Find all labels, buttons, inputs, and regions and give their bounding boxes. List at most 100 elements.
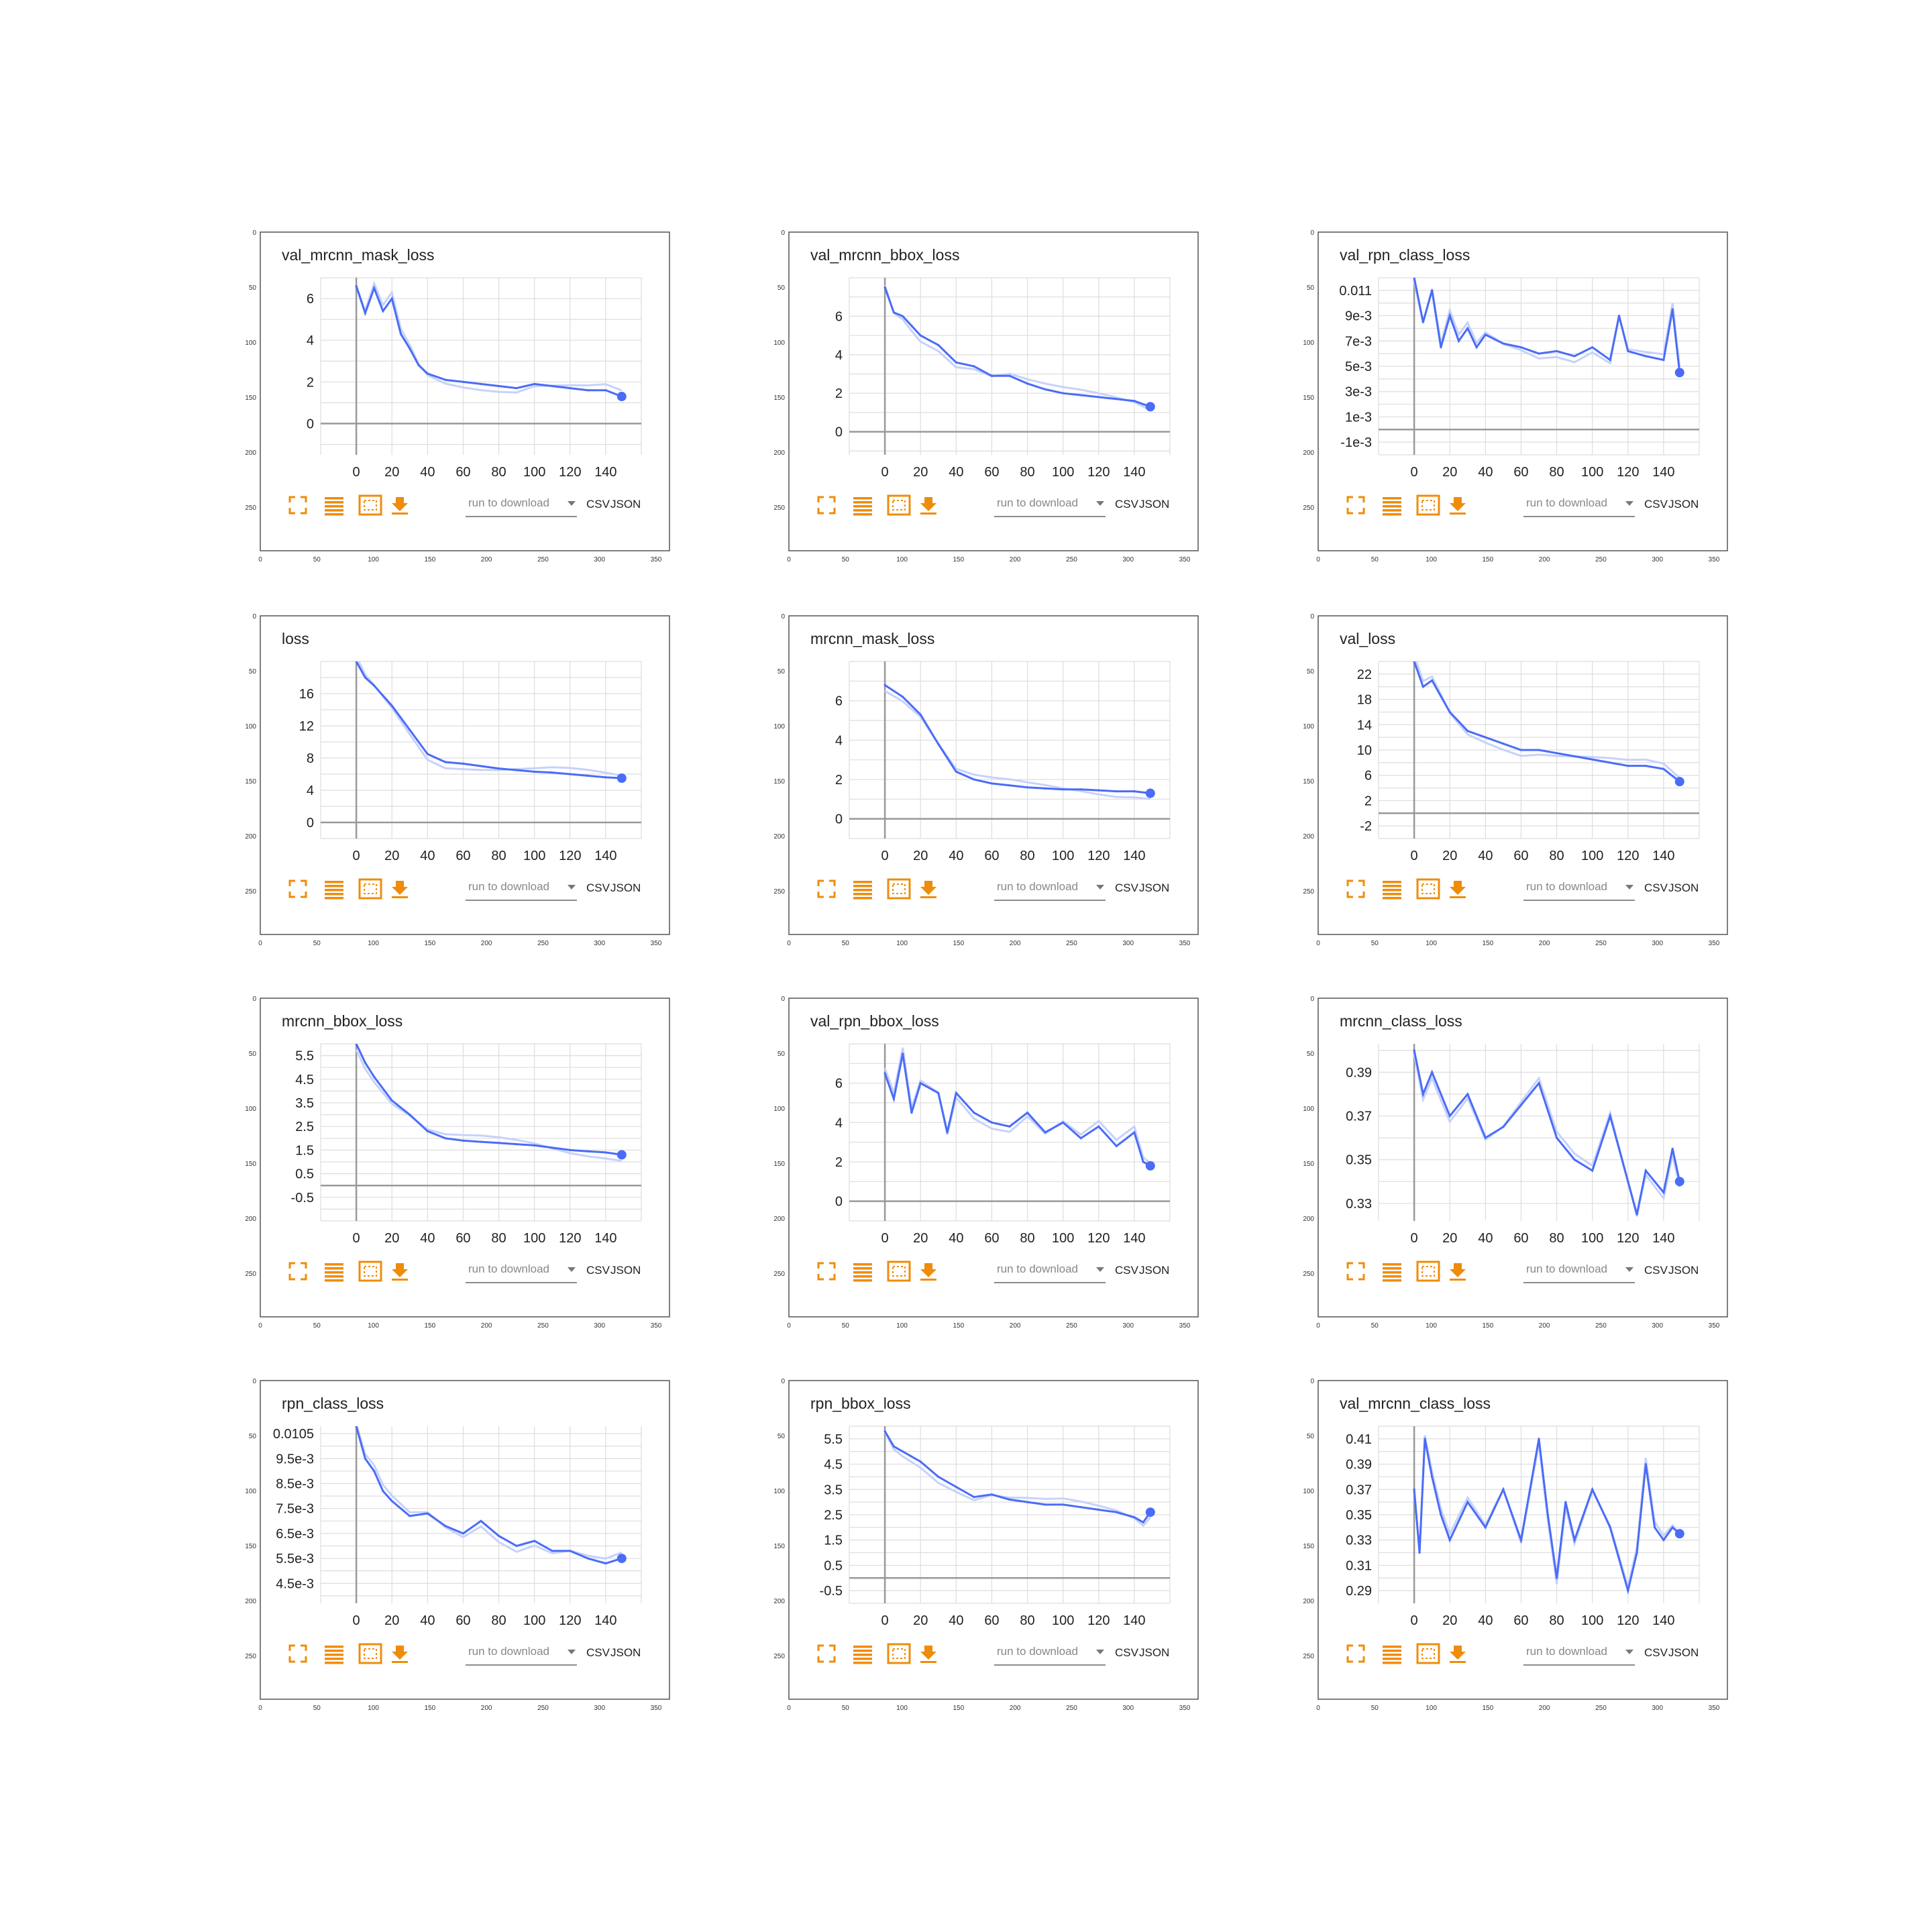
data-point — [1115, 398, 1118, 400]
chevron-down-icon — [1625, 1650, 1633, 1654]
json-link[interactable]: JSON — [1139, 1646, 1169, 1659]
lines-icon[interactable] — [1383, 1263, 1401, 1282]
download-icon[interactable] — [1450, 497, 1466, 515]
lines-icon[interactable] — [1383, 881, 1401, 900]
last-point-marker — [1674, 777, 1684, 787]
lines-icon[interactable] — [853, 497, 872, 516]
run-download-select[interactable]: run to download — [994, 496, 1106, 517]
csv-link[interactable]: CSV — [1115, 498, 1139, 511]
csv-link[interactable]: CSV — [1115, 1264, 1139, 1277]
expand-icon[interactable] — [817, 1262, 836, 1281]
csv-link[interactable]: CSV — [1644, 1646, 1668, 1659]
lines-icon[interactable] — [325, 497, 343, 516]
json-link[interactable]: JSON — [1668, 1646, 1699, 1659]
expand-icon[interactable] — [288, 1644, 307, 1663]
download-icon[interactable] — [1450, 881, 1466, 898]
download-icon[interactable] — [392, 1646, 408, 1663]
lines-icon[interactable] — [1383, 1646, 1401, 1664]
fit-domain-icon[interactable] — [887, 494, 911, 516]
expand-icon[interactable] — [288, 496, 307, 515]
data-point — [1644, 764, 1647, 767]
expand-icon[interactable] — [817, 496, 836, 515]
y-tick-label: 4 — [307, 333, 314, 348]
run-download-select[interactable]: run to download — [1523, 1263, 1635, 1283]
fit-domain-icon[interactable] — [887, 1260, 911, 1282]
fit-domain-icon[interactable] — [887, 1643, 911, 1664]
x-tick-label: 80 — [1549, 1231, 1564, 1246]
json-link[interactable]: JSON — [1139, 881, 1169, 894]
download-icon[interactable] — [392, 881, 408, 898]
csv-link[interactable]: CSV — [586, 498, 610, 511]
csv-link[interactable]: CSV — [1115, 1646, 1139, 1659]
fit-domain-icon[interactable] — [1416, 1643, 1440, 1664]
json-link[interactable]: JSON — [1668, 498, 1699, 511]
lines-icon[interactable] — [325, 881, 343, 900]
download-icon[interactable] — [920, 1263, 936, 1281]
fit-domain-icon[interactable] — [358, 1260, 382, 1282]
expand-icon[interactable] — [817, 879, 836, 898]
fit-domain-icon[interactable] — [1416, 1260, 1440, 1282]
run-download-select[interactable]: run to download — [994, 1645, 1106, 1666]
data-point — [955, 1485, 957, 1489]
lines-icon[interactable] — [325, 1646, 343, 1664]
csv-link[interactable]: CSV — [1644, 498, 1668, 511]
expand-icon[interactable] — [288, 879, 307, 898]
lines-icon[interactable] — [853, 881, 872, 900]
lines-icon[interactable] — [325, 1263, 343, 1282]
fit-domain-icon[interactable] — [1416, 878, 1440, 900]
json-link[interactable]: JSON — [1668, 881, 1699, 894]
run-download-select[interactable]: run to download — [1523, 496, 1635, 517]
json-link[interactable]: JSON — [610, 1646, 641, 1659]
csv-link[interactable]: CSV — [586, 1264, 610, 1277]
data-point — [1440, 346, 1442, 349]
run-download-select[interactable]: run to download — [994, 880, 1106, 901]
json-link[interactable]: JSON — [610, 1264, 641, 1277]
fit-domain-icon[interactable] — [358, 1643, 382, 1664]
outer-x-tick-label: 350 — [1179, 1705, 1191, 1712]
run-download-select[interactable]: run to download — [1523, 1645, 1635, 1666]
fit-domain-icon[interactable] — [358, 878, 382, 900]
csv-link[interactable]: CSV — [586, 881, 610, 894]
chart-panel: 0 50 100 150 200 250 300 350050100150200250val_… — [1303, 229, 1728, 564]
expand-icon[interactable] — [1346, 1644, 1365, 1663]
outer-x-tick-label: 350 — [651, 1705, 662, 1712]
run-download-select[interactable]: run to download — [466, 1263, 577, 1283]
lines-icon[interactable] — [853, 1263, 872, 1282]
json-link[interactable]: JSON — [1668, 1264, 1699, 1277]
json-link[interactable]: JSON — [610, 498, 641, 511]
run-download-select[interactable]: run to download — [466, 496, 577, 517]
x-tick-label: 60 — [1513, 1231, 1528, 1246]
json-link[interactable]: JSON — [610, 881, 641, 894]
json-link[interactable]: JSON — [1139, 498, 1169, 511]
download-icon[interactable] — [1450, 1646, 1466, 1663]
expand-icon[interactable] — [1346, 879, 1365, 898]
run-download-select[interactable]: run to download — [994, 1263, 1106, 1283]
x-tick-label: 140 — [1123, 849, 1145, 863]
fit-domain-icon[interactable] — [1416, 494, 1440, 516]
download-icon[interactable] — [920, 881, 936, 898]
fit-domain-icon[interactable] — [887, 878, 911, 900]
csv-link[interactable]: CSV — [1115, 881, 1139, 894]
expand-icon[interactable] — [1346, 496, 1365, 515]
outer-x-tick-label: 0 — [787, 940, 791, 947]
download-icon[interactable] — [1450, 1263, 1466, 1281]
lines-icon[interactable] — [853, 1646, 872, 1664]
csv-link[interactable]: CSV — [1644, 1264, 1668, 1277]
download-icon[interactable] — [920, 497, 936, 515]
run-download-select[interactable]: run to download — [466, 880, 577, 901]
download-icon[interactable] — [920, 1646, 936, 1663]
csv-link[interactable]: CSV — [1644, 881, 1668, 894]
run-download-select[interactable]: run to download — [1523, 880, 1635, 901]
expand-icon[interactable] — [817, 1644, 836, 1663]
expand-icon[interactable] — [1346, 1262, 1365, 1281]
download-icon[interactable] — [392, 1263, 408, 1281]
series-smoothed-line — [883, 286, 1151, 408]
lines-icon[interactable] — [1383, 497, 1401, 516]
fit-domain-icon[interactable] — [358, 494, 382, 516]
json-link[interactable]: JSON — [1139, 1264, 1169, 1277]
csv-link[interactable]: CSV — [586, 1646, 610, 1659]
run-download-select[interactable]: run to download — [466, 1645, 577, 1666]
expand-icon[interactable] — [288, 1262, 307, 1281]
chart-title: rpn_bbox_loss — [810, 1395, 911, 1412]
download-icon[interactable] — [392, 497, 408, 515]
